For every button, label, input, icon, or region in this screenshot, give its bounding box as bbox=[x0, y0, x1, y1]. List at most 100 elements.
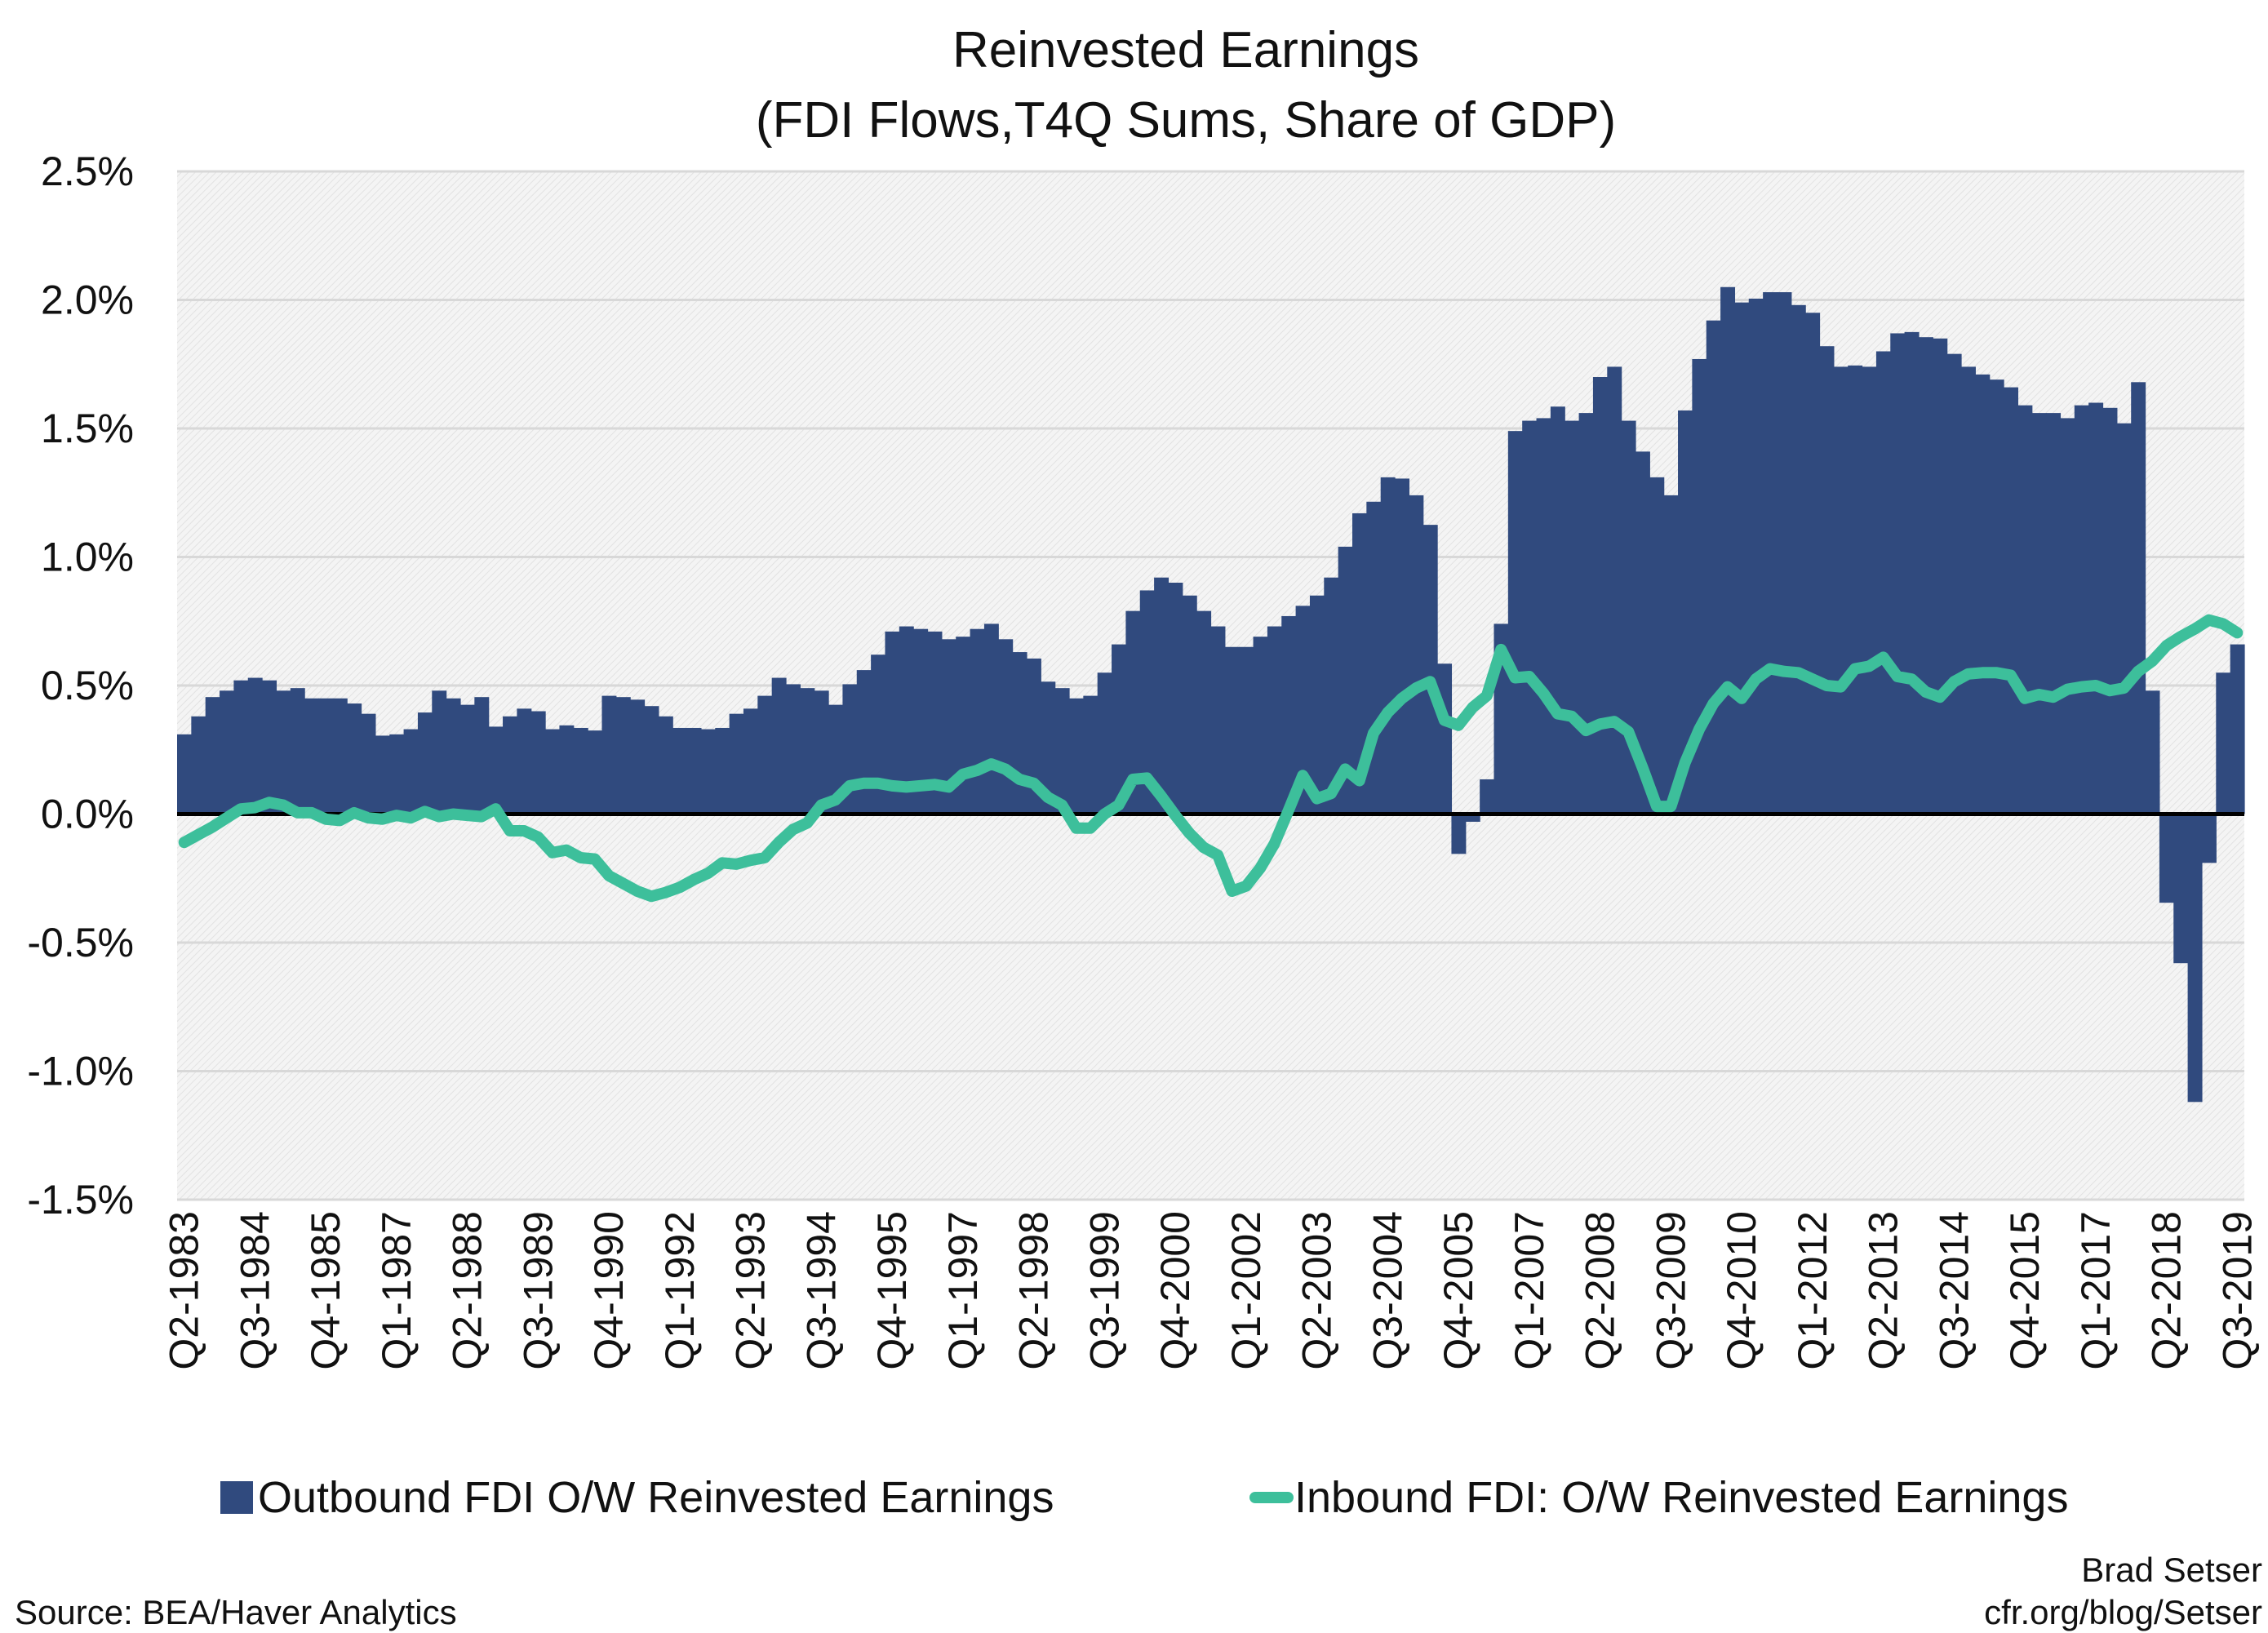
outbound-bar bbox=[983, 623, 999, 814]
outbound-bar bbox=[1026, 658, 1041, 814]
outbound-bar bbox=[304, 698, 320, 814]
x-tick-label: Q4-2010 bbox=[1719, 1211, 1764, 1370]
outbound-bar bbox=[1748, 298, 1764, 814]
outbound-bar bbox=[1720, 286, 1736, 814]
outbound-bar bbox=[1253, 637, 1268, 814]
outbound-bar bbox=[998, 639, 1014, 814]
outbound-bar bbox=[800, 688, 815, 814]
outbound-bar bbox=[757, 695, 773, 814]
x-tick-label: Q2-2018 bbox=[2144, 1211, 2190, 1370]
outbound-bar bbox=[1465, 814, 1480, 822]
outbound-bar bbox=[1975, 374, 1991, 814]
outbound-bar bbox=[1848, 365, 1863, 814]
outbound-bar bbox=[1083, 695, 1098, 814]
outbound-bar bbox=[2088, 402, 2104, 814]
y-tick-label: -0.5% bbox=[27, 920, 134, 965]
outbound-bar bbox=[871, 655, 886, 814]
outbound-bar bbox=[1635, 451, 1650, 814]
outbound-bar bbox=[1734, 302, 1750, 814]
x-tick-label: Q4-1985 bbox=[303, 1211, 348, 1370]
outbound-bar bbox=[417, 712, 433, 814]
outbound-bar bbox=[1692, 358, 1707, 814]
outbound-bar bbox=[318, 698, 334, 814]
outbound-bar bbox=[630, 699, 646, 814]
outbound-bar bbox=[1621, 420, 1636, 814]
outbound-bar bbox=[828, 704, 844, 814]
outbound-bar bbox=[1819, 346, 1835, 814]
chart-subtitle: (FDI Flows,T4Q Sums, Share of GDP) bbox=[756, 92, 1616, 149]
outbound-bar bbox=[1522, 420, 1538, 814]
x-tick-label: Q1-2007 bbox=[1507, 1211, 1552, 1370]
outbound-bar bbox=[1875, 351, 1891, 814]
outbound-bar bbox=[1338, 546, 1353, 814]
outbound-bar bbox=[927, 631, 943, 814]
outbound-bar bbox=[1961, 366, 1976, 814]
x-tick-label: Q3-1984 bbox=[232, 1211, 277, 1370]
outbound-bar bbox=[573, 727, 588, 814]
outbound-bar bbox=[786, 684, 801, 814]
y-tick-label: 0.0% bbox=[41, 792, 134, 837]
outbound-bar bbox=[1933, 338, 1948, 814]
outbound-bar bbox=[729, 713, 744, 814]
y-tick-label: 2.0% bbox=[41, 277, 134, 323]
outbound-bar bbox=[2230, 644, 2245, 814]
outbound-bar bbox=[1890, 333, 1906, 814]
outbound-bar bbox=[1281, 615, 1297, 814]
x-tick-label: Q1-1992 bbox=[657, 1211, 703, 1370]
outbound-bar bbox=[191, 716, 206, 814]
outbound-bar bbox=[1054, 688, 1070, 814]
x-tick-label: Q4-1990 bbox=[586, 1211, 632, 1370]
outbound-bar bbox=[601, 695, 617, 814]
y-axis-ticks: 2.5% 2.0% 1.5% 1.0% 0.5% 0.0% -0.5% -1.0% -1.5% bbox=[27, 149, 134, 1223]
x-tick-label: Q2-2003 bbox=[1294, 1211, 1340, 1370]
outbound-bar bbox=[2102, 407, 2118, 814]
legend: Outbound FDI O/W Reinvested Earnings Inb… bbox=[220, 1473, 2068, 1522]
outbound-bar bbox=[1565, 420, 1580, 814]
outbound-bar bbox=[941, 639, 956, 814]
outbound-bar bbox=[814, 690, 829, 814]
outbound-bar bbox=[2074, 405, 2089, 814]
outbound-bar bbox=[2131, 382, 2146, 814]
y-tick-label: -1.5% bbox=[27, 1177, 134, 1223]
outbound-bar bbox=[700, 729, 716, 814]
outbound-bar bbox=[1507, 431, 1523, 814]
outbound-bar bbox=[2060, 418, 2075, 814]
outbound-bar bbox=[233, 680, 249, 814]
outbound-bar bbox=[2201, 814, 2217, 863]
outbound-bar bbox=[2159, 814, 2174, 903]
x-tick-label: Q3-2004 bbox=[1365, 1211, 1410, 1370]
outbound-bar bbox=[403, 729, 419, 814]
outbound-bar bbox=[1409, 495, 1424, 814]
outbound-bar bbox=[1182, 595, 1197, 814]
outbound-bar bbox=[1833, 366, 1849, 814]
outbound-bar bbox=[1578, 413, 1594, 814]
outbound-bar bbox=[1777, 292, 1792, 814]
chart-title: Reinvested Earnings bbox=[952, 22, 1419, 78]
outbound-bar bbox=[1168, 583, 1183, 814]
x-tick-label: Q2-1998 bbox=[1011, 1211, 1057, 1370]
x-axis-ticks: Q2-1983 Q3-1984 Q4-1985 Q1-1987 Q2-1988 Q3-19… bbox=[162, 1211, 2261, 1370]
x-tick-label: Q2-1983 bbox=[162, 1211, 207, 1370]
x-tick-label: Q3-2014 bbox=[1931, 1211, 1977, 1370]
y-tick-label: 0.5% bbox=[41, 663, 134, 708]
outbound-bar bbox=[672, 727, 688, 814]
outbound-bar bbox=[432, 690, 447, 814]
outbound-bar bbox=[517, 708, 532, 814]
outbound-bar bbox=[503, 716, 517, 814]
outbound-bar bbox=[1210, 626, 1226, 814]
outbound-bar bbox=[559, 725, 575, 814]
y-tick-label: 2.5% bbox=[41, 149, 134, 194]
outbound-bar bbox=[1480, 779, 1495, 814]
y-tick-label: -1.0% bbox=[27, 1049, 134, 1094]
x-tick-label: Q3-1989 bbox=[515, 1211, 561, 1370]
outbound-bar bbox=[913, 628, 929, 814]
outbound-bar bbox=[1395, 478, 1409, 814]
x-tick-label: Q1-1997 bbox=[940, 1211, 986, 1370]
outbound-bar bbox=[1592, 377, 1608, 814]
x-tick-label: Q3-1994 bbox=[798, 1211, 844, 1370]
outbound-bar bbox=[588, 730, 603, 814]
outbound-bar bbox=[1763, 292, 1778, 814]
outbound-bar bbox=[177, 734, 192, 814]
outbound-bar bbox=[1862, 366, 1877, 814]
outbound-bar bbox=[1069, 698, 1084, 814]
